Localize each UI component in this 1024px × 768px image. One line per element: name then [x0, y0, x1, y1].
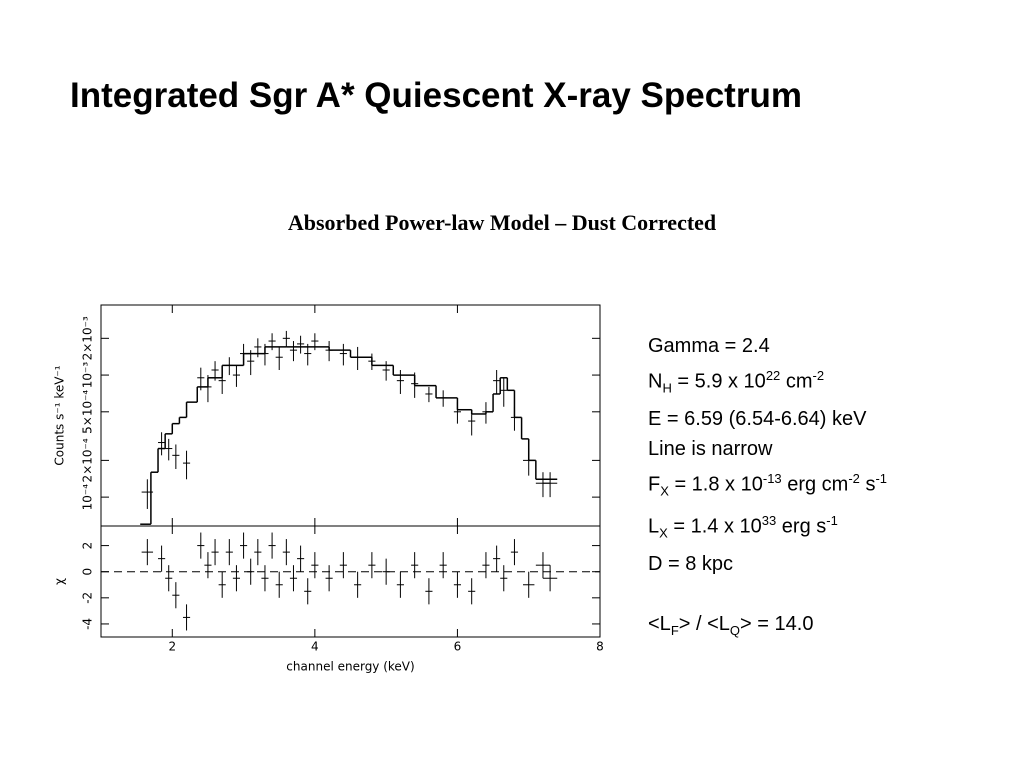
slide-title: Integrated Sgr A* Quiescent X-ray Spectr… [70, 76, 802, 115]
y-axis-label: Counts s⁻¹ keV⁻¹ [53, 365, 67, 465]
parameter-text: > / <L [678, 612, 730, 635]
plot-frame [100, 525, 601, 638]
x-axis-label: channel energy (keV) [286, 660, 414, 674]
parameter-text: erg cm [781, 473, 849, 496]
parameter-text: -2 [848, 470, 860, 486]
parameter-text: 22 [765, 368, 781, 383]
parameter-text: <L [648, 612, 671, 635]
parameter-text: X [660, 483, 669, 499]
parameter-text: -2 [812, 368, 825, 383]
parameter-text: > = 14.0 [740, 612, 814, 635]
parameter-text: Gamma = 2.4 [648, 335, 770, 357]
y-tick-label: 0 [81, 568, 95, 576]
x-tick-label: 4 [311, 640, 319, 654]
parameter-text: s [859, 473, 876, 496]
y-tick-label: 2×10⁻³ [81, 316, 95, 360]
parameter-text: 33 [761, 513, 777, 529]
y-tick-label: -2 [81, 592, 95, 604]
parameter-line: FX = 1.8 x 10-13 erg cm-2 s-1 [648, 464, 887, 507]
parameter-line: Line is narrow [648, 434, 887, 464]
y-tick-label: 2 [81, 542, 95, 550]
y-tick-label: 10⁻⁴ [81, 484, 95, 511]
parameter-line: LX = 1.4 x 1033 erg s-1 [648, 506, 887, 549]
parameter-text: H [662, 380, 672, 396]
y-tick-label: 2×10⁻⁴ [81, 438, 95, 482]
parameter-text: X [659, 525, 668, 541]
parameter-text: = 5.9 x 10 [671, 370, 766, 393]
y-axis-label: χ [53, 578, 67, 585]
parameter-line: E = 6.59 (6.54-6.64) keV [648, 404, 887, 434]
parameter-text: F [670, 622, 679, 638]
parameter-list: Gamma = 2.4 NH = 5.9 x 1022 cm-2 E = 6.59 … [648, 331, 887, 646]
parameter-text: Q [729, 622, 741, 638]
x-tick-label: 2 [168, 640, 176, 654]
parameter-text: erg s [776, 515, 827, 538]
parameter-text: = 1.4 x 10 [667, 515, 762, 538]
parameter-text: L [648, 515, 660, 538]
parameter-text: N [648, 370, 663, 393]
parameter-line: <LF> / <LQ> = 14.0 [648, 609, 887, 646]
y-tick-label: -4 [81, 618, 95, 630]
parameter-text: D = 8 kpc [648, 552, 734, 575]
parameter-text: -13 [762, 470, 782, 486]
x-tick-label: 8 [596, 640, 604, 654]
parameter-line: Gamma = 2.4 [648, 331, 887, 361]
y-tick-label: 10⁻³ [81, 362, 95, 389]
x-tick-label: 6 [454, 640, 462, 654]
parameter-line: D = 8 kpc [648, 549, 887, 579]
parameter-text: -1 [826, 513, 838, 529]
parameter-text: Line is narrow [648, 437, 773, 460]
parameter-text: E = 6.59 (6.54-6.64) keV [648, 407, 867, 430]
parameter-line: NH = 5.9 x 1022 cm-2 [648, 361, 887, 404]
parameter-text: -1 [875, 470, 888, 486]
parameter-text: cm [780, 370, 813, 393]
y-tick-label: 5×10⁻⁴ [81, 390, 95, 434]
plot-frame [100, 304, 601, 527]
slide-subtitle: Absorbed Power-law Model – Dust Correcte… [287, 210, 717, 235]
parameter-text: = 1.8 x 10 [668, 473, 763, 496]
parameter-text: F [648, 473, 661, 496]
